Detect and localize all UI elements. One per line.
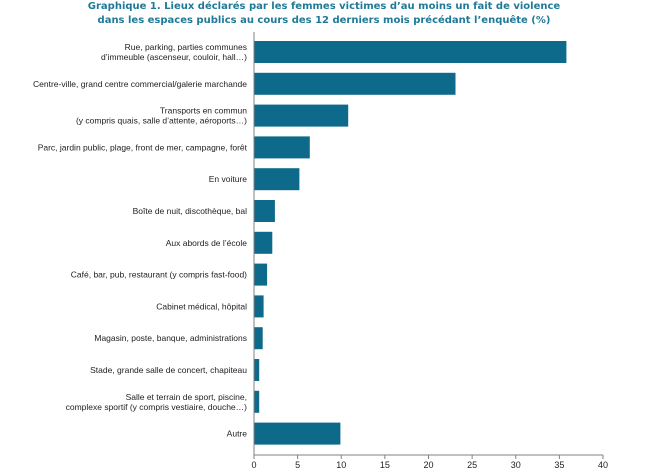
category-label-2-line-1: (y compris quais, salle d’attente, aérop… [76,116,247,126]
category-label-9: Magasin, poste, banque, administrations [94,333,247,343]
chart-title-line-1: Graphique 1. Lieux déclarés par les femm… [87,1,561,12]
bar-5 [254,200,275,222]
bar-12 [254,422,341,445]
x-tick-label-6: 30 [511,460,521,470]
category-label-11-line-1: complexe sportif (y compris vestiaire, d… [66,402,248,412]
bar-3 [254,136,310,159]
category-label-1-line-0: Centre-ville, grand centre commercial/ga… [33,79,247,89]
bar-11 [254,390,260,413]
category-label-4-line-0: En voiture [209,174,248,184]
category-label-0-line-1: d’immeuble (ascenseur, couloir, hall…) [101,52,247,62]
x-tick-label-8: 40 [598,460,608,470]
category-label-0-line-0: Rue, parking, parties communes [125,42,247,52]
bar-8 [254,295,264,318]
category-label-3-line-0: Parc, jardin public, plage, front de mer… [38,142,248,152]
bar-9 [254,327,263,350]
chart-title: Graphique 1. Lieux déclarés par les femm… [0,0,648,28]
category-label-7-line-0: Café, bar, pub, restaurant (y compris fa… [71,270,247,280]
category-label-12: Autre [227,429,248,439]
category-label-10: Stade, grande salle de concert, chapitea… [90,365,247,375]
category-label-7: Café, bar, pub, restaurant (y compris fa… [71,270,247,280]
bar-4 [254,168,300,191]
bar-1 [254,72,456,95]
bar-2 [254,104,349,127]
category-label-5: Boîte de nuit, discothèque, bal [133,206,247,216]
x-tick-label-1: 5 [295,460,300,470]
bar-7 [254,263,268,286]
category-label-1: Centre-ville, grand centre commercial/ga… [33,79,247,89]
category-label-12-line-0: Autre [227,429,248,439]
category-label-11: Salle et terrain de sport, piscine, compl… [66,392,248,412]
bar-6 [254,231,273,254]
category-label-6-line-0: Aux abords de l’école [166,238,248,248]
category-label-11-line-0: Salle et terrain de sport, piscine, [126,392,247,402]
category-label-2: Transports en commun (y compris quais, sa… [76,106,247,126]
bar-0 [254,41,567,63]
x-tick-label-4: 20 [423,460,433,470]
chart-title-line-2: dans les espaces publics au cours des 12… [97,15,551,26]
category-label-6: Aux abords de l’école [166,238,248,248]
category-label-4: En voiture [209,174,248,184]
category-label-3: Parc, jardin public, plage, front de mer… [38,142,248,152]
category-label-5-line-0: Boîte de nuit, discothèque, bal [133,206,247,216]
category-label-8-line-0: Cabinet médical, hôpital [156,301,247,311]
x-tick-label-7: 35 [554,460,564,470]
x-tick-label-3: 15 [380,460,390,470]
bar-10 [254,359,260,381]
category-label-0: Rue, parking, parties communes d’immeuble… [101,42,247,62]
x-tick-label-2: 10 [336,460,346,470]
category-label-8: Cabinet médical, hôpital [156,301,247,311]
category-label-9-line-0: Magasin, poste, banque, administrations [94,333,247,343]
x-tick-label-0: 0 [251,460,256,470]
category-label-10-line-0: Stade, grande salle de concert, chapitea… [90,365,247,375]
x-tick-label-5: 25 [467,460,477,470]
category-label-2-line-0: Transports en commun [160,106,247,116]
